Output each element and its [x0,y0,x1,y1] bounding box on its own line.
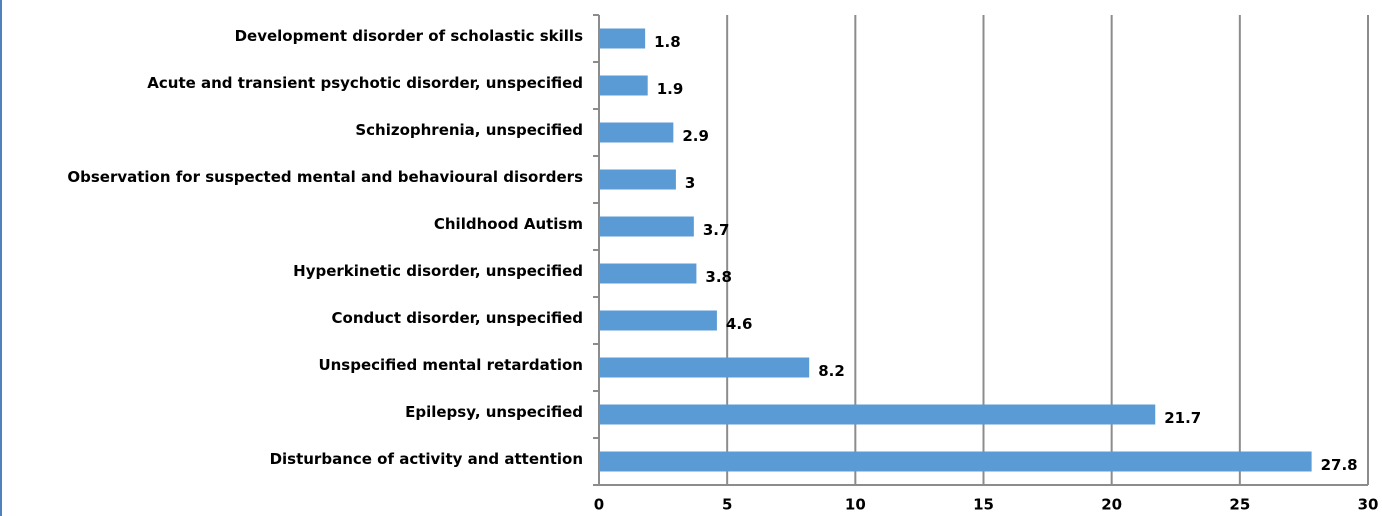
y-tick-label: Hyperkinetic disorder, unspecified [293,262,583,280]
data-label: 1.8 [654,33,681,51]
x-tick-label: 5 [722,496,732,514]
bar [599,357,810,378]
data-label: 3.8 [705,268,732,286]
x-tick-label: 10 [845,496,866,514]
data-label: 27.8 [1321,456,1358,474]
x-tick-label: 0 [594,496,604,514]
y-tick-label: Acute and transient psychotic disorder, … [147,74,583,92]
x-tick-label: 30 [1358,496,1379,514]
data-label: 4.6 [726,315,753,333]
y-tick-label: Schizophrenia, unspecified [355,121,583,139]
bar [599,451,1312,472]
data-label: 2.9 [682,127,709,145]
data-label: 3.7 [703,221,730,239]
data-label: 21.7 [1164,409,1201,427]
x-tick-label: 20 [1101,496,1122,514]
data-label: 1.9 [657,80,684,98]
bar [599,310,717,331]
data-label: 8.2 [818,362,845,380]
y-tick-label: Childhood Autism [434,215,583,233]
data-label: 3 [685,174,695,192]
x-tick-label: 15 [973,496,994,514]
bar [599,263,697,284]
bar [599,75,648,96]
x-tick-label: 25 [1229,496,1250,514]
y-tick-label: Disturbance of activity and attention [270,450,583,468]
y-tick-label: Conduct disorder, unspecified [332,309,583,327]
bar [599,404,1156,425]
bar [599,28,646,49]
y-tick-label: Development disorder of scholastic skill… [235,27,583,45]
y-tick-label: Unspecified mental retardation [318,356,583,374]
bar [599,122,674,143]
bar [599,169,676,190]
y-tick-label: Observation for suspected mental and beh… [67,168,583,186]
bar [599,216,694,237]
y-tick-label: Epilepsy, unspecified [405,403,583,421]
